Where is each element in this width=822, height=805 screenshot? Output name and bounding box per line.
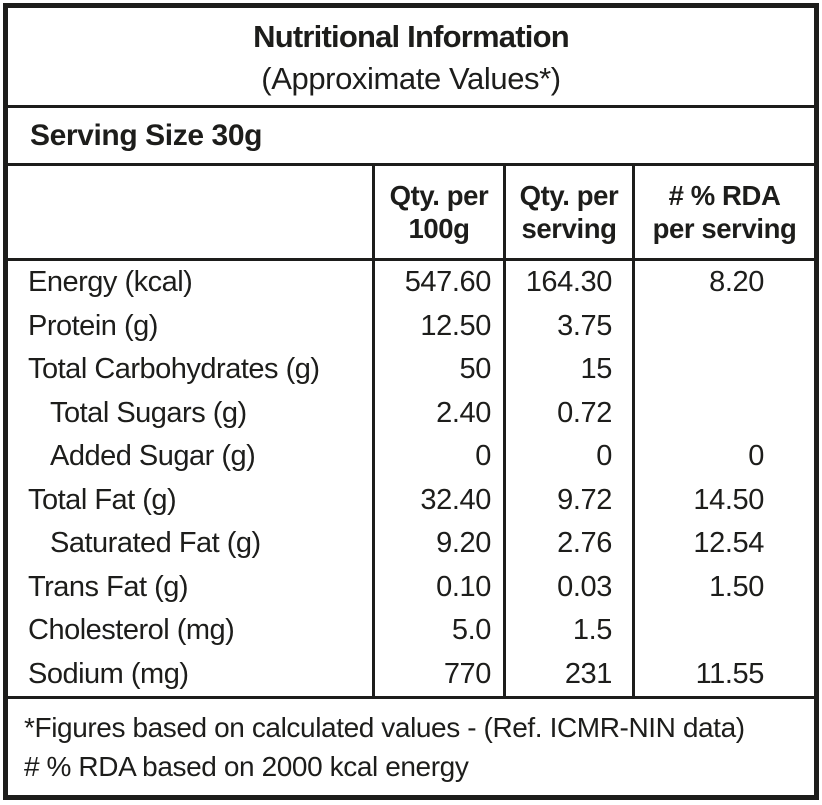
nutrient-label: Saturated Fat (g) [50,527,261,560]
nutrient-label: Trans Fat (g) [28,570,189,603]
qty-per-serving-value: 0 [503,435,632,479]
qty-per-100g-value: 770 [372,652,503,696]
rda-per-serving-value: 11.55 [632,652,814,696]
header-line: per serving [652,213,797,244]
header-qty-per-serving: Qty. per serving [503,166,632,258]
rda-per-serving-value: 14.50 [632,478,814,522]
header-line: Qty. per [519,180,619,211]
rda-per-serving-value [632,304,814,348]
rda-per-serving-value: 8.20 [632,261,814,305]
table-row: Saturated Fat (g) 9.20 2.76 12.54 [8,522,814,566]
table-row: Total Fat (g) 32.40 9.72 14.50 [8,478,814,522]
rda-per-serving-value [632,348,814,392]
nutrient-label: Total Sugars (g) [50,396,247,429]
nutrient-label: Energy (kcal) [28,266,193,299]
header-line: 100g [408,213,470,244]
footnote-figures: *Figures based on calculated values - (R… [24,712,745,743]
qty-per-100g-value: 12.50 [372,304,503,348]
header-rda-per-serving: # % RDA per serving [632,166,814,258]
qty-per-100g-value: 547.60 [372,261,503,305]
table-row: Total Sugars (g) 2.40 0.72 [8,391,814,435]
qty-per-serving-value: 9.72 [503,478,632,522]
serving-size-row: Serving Size 30g [8,108,814,166]
nutrient-label: Added Sugar (g) [50,440,256,473]
qty-per-serving-value: 1.5 [503,609,632,653]
qty-per-100g-value: 9.20 [372,522,503,566]
table-row: Energy (kcal) 547.60 164.30 8.20 [8,261,814,305]
table-row: Protein (g) 12.50 3.75 [8,304,814,348]
nutrition-label: Nutritional Information (Approximate Val… [3,3,819,800]
nutrient-label: Sodium (mg) [28,657,189,690]
qty-per-serving-value: 231 [503,652,632,696]
qty-per-100g-value: 2.40 [372,391,503,435]
nutrition-table: Qty. per 100g Qty. per serving # % RDA p… [8,166,814,699]
qty-per-100g-value: 32.40 [372,478,503,522]
qty-per-serving-value: 2.76 [503,522,632,566]
rda-per-serving-value: 0 [632,435,814,479]
header-qty-per-100g: Qty. per 100g [372,166,503,258]
rda-per-serving-value: 1.50 [632,565,814,609]
rda-per-serving-value [632,609,814,653]
qty-per-serving-value: 15 [503,348,632,392]
nutrient-label: Total Fat (g) [28,483,177,516]
label-header: Nutritional Information (Approximate Val… [8,8,814,108]
nutrient-label: Cholesterol (mg) [28,614,235,647]
qty-per-100g-value: 0.10 [372,565,503,609]
qty-per-serving-value: 0.03 [503,565,632,609]
nutrient-label: Protein (g) [28,309,158,342]
table-body: Energy (kcal) 547.60 164.30 8.20 Protein… [8,261,814,696]
nutrient-label: Total Carbohydrates (g) [28,353,320,386]
table-row: Trans Fat (g) 0.10 0.03 1.50 [8,565,814,609]
qty-per-serving-value: 164.30 [503,261,632,305]
footnotes: *Figures based on calculated values - (R… [8,699,814,795]
qty-per-serving-value: 0.72 [503,391,632,435]
header-line: serving [521,213,617,244]
footnote-rda-basis: # % RDA based on 2000 kcal energy [24,751,469,782]
qty-per-100g-value: 5.0 [372,609,503,653]
table-row: Cholesterol (mg) 5.0 1.5 [8,609,814,653]
qty-per-100g-value: 0 [372,435,503,479]
table-header-row: Qty. per 100g Qty. per serving # % RDA p… [8,166,814,261]
table-row: Sodium (mg) 770 231 11.55 [8,652,814,696]
header-line: Qty. per [389,180,489,211]
header-nutrient-blank [8,166,372,258]
serving-size-text: Serving Size 30g [30,118,263,152]
qty-per-100g-value: 50 [372,348,503,392]
table-row: Added Sugar (g) 0 0 0 [8,435,814,479]
table-row: Total Carbohydrates (g) 50 15 [8,348,814,392]
rda-per-serving-value [632,391,814,435]
label-title: Nutritional Information [253,18,569,54]
label-subtitle: (Approximate Values*) [261,60,561,96]
rda-per-serving-value: 12.54 [632,522,814,566]
qty-per-serving-value: 3.75 [503,304,632,348]
header-line: # % RDA [668,180,781,211]
